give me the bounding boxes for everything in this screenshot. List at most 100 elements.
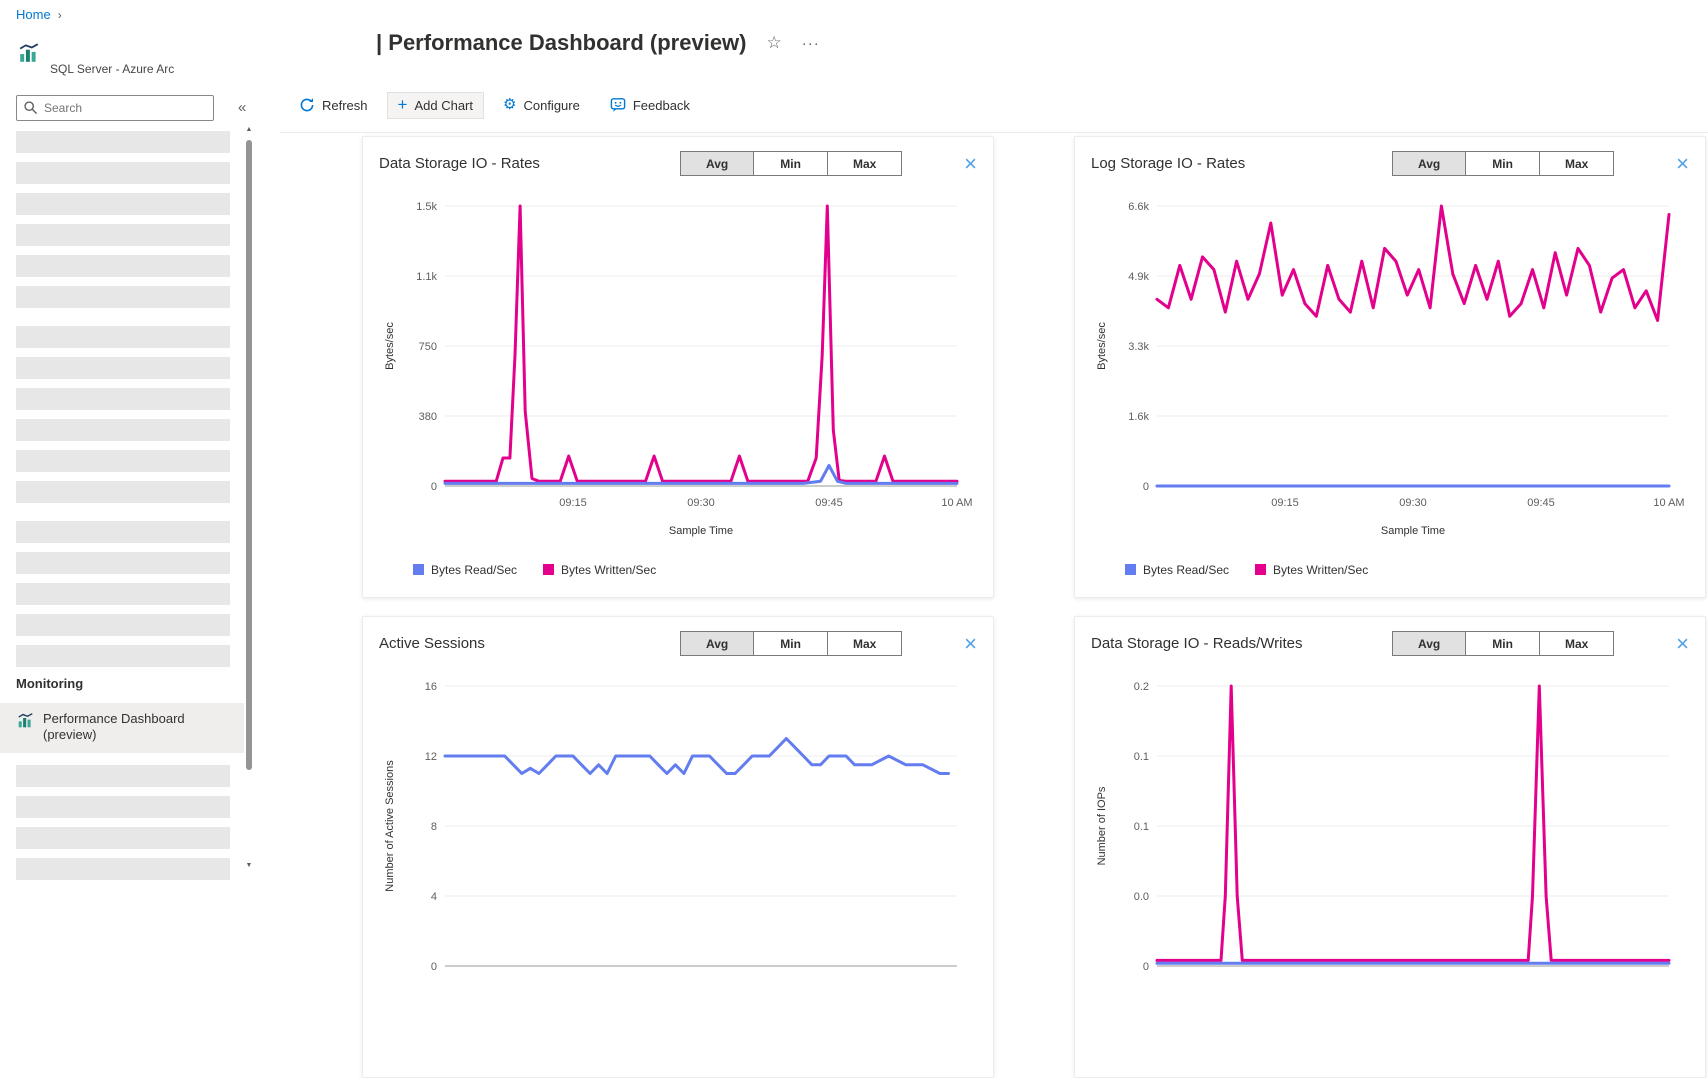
svg-text:1.5k: 1.5k	[416, 201, 437, 213]
feedback-label: Feedback	[633, 98, 690, 113]
skeleton-group	[16, 765, 230, 880]
svg-text:0.0: 0.0	[1134, 891, 1149, 903]
skeleton-bar	[16, 583, 230, 605]
svg-text:Number of Active Sessions: Number of Active Sessions	[384, 760, 396, 892]
sidebar: SQL Server - Azure Arc « Monitoring Perf…	[0, 0, 262, 874]
toggle-min[interactable]: Min	[1466, 631, 1540, 656]
skeleton-group	[16, 583, 230, 667]
toggle-min[interactable]: Min	[754, 631, 828, 656]
scrollbar-up-arrow-icon[interactable]: ▲	[244, 125, 254, 135]
skeleton-bar	[16, 326, 230, 348]
main-content: | Performance Dashboard (preview) ☆ ··· …	[262, 0, 1708, 874]
resource-name-label: SQL Server - Azure Arc	[50, 62, 174, 76]
scrollbar-thumb[interactable]	[246, 140, 252, 770]
skeleton-bar	[16, 286, 230, 308]
svg-text:6.6k: 6.6k	[1128, 201, 1149, 213]
skeleton-bar	[16, 224, 230, 246]
scrollbar-down-arrow-icon[interactable]: ▼	[244, 861, 254, 871]
page-header: | Performance Dashboard (preview) ☆ ···	[376, 30, 820, 56]
chart-card-header: Data Storage IO - Reads/Writes Avg Min M…	[1091, 631, 1689, 656]
svg-text:Sample Time: Sample Time	[669, 525, 733, 537]
page-title: | Performance Dashboard (preview)	[376, 30, 747, 56]
skeleton-bar	[16, 162, 230, 184]
feedback-button[interactable]: Feedback	[600, 92, 700, 118]
skeleton-bar	[16, 255, 230, 277]
legend-item: Bytes Written/Sec	[543, 563, 656, 577]
svg-text:09:15: 09:15	[559, 497, 587, 509]
svg-text:09:15: 09:15	[1271, 497, 1299, 509]
close-chart-icon[interactable]: ×	[964, 154, 977, 174]
toggle-max[interactable]: Max	[1540, 631, 1614, 656]
skeleton-bar	[16, 419, 230, 441]
svg-text:0: 0	[431, 481, 437, 493]
toggle-min[interactable]: Min	[1466, 151, 1540, 176]
aggregation-toggle-group: Avg Min Max	[680, 631, 902, 656]
add-chart-button[interactable]: + Add Chart	[388, 93, 483, 118]
svg-text:0.1: 0.1	[1134, 821, 1149, 833]
chart-title: Data Storage IO - Reads/Writes	[1091, 635, 1392, 652]
close-chart-icon[interactable]: ×	[964, 634, 977, 654]
toggle-max[interactable]: Max	[1540, 151, 1614, 176]
performance-dashboard-icon	[17, 712, 34, 729]
svg-text:1.1k: 1.1k	[416, 271, 437, 283]
svg-text:4.9k: 4.9k	[1128, 271, 1149, 283]
toggle-avg[interactable]: Avg	[1392, 631, 1466, 656]
svg-text:4: 4	[431, 891, 437, 903]
svg-text:09:45: 09:45	[815, 497, 843, 509]
breadcrumb-chevron-icon: ›	[58, 8, 62, 22]
skeleton-bar	[16, 614, 230, 636]
chart-title: Log Storage IO - Rates	[1091, 155, 1392, 172]
toolbar-divider	[280, 132, 1708, 133]
chart-card-log-storage-io-rates: Log Storage IO - Rates Avg Min Max × 6.6…	[1074, 136, 1706, 598]
chart-card-data-storage-io-reads-writes: Data Storage IO - Reads/Writes Avg Min M…	[1074, 616, 1706, 1078]
svg-text:0.2: 0.2	[1134, 681, 1149, 693]
toggle-max[interactable]: Max	[828, 631, 902, 656]
legend-swatch	[1255, 564, 1266, 575]
breadcrumb: Home ›	[16, 7, 62, 22]
toggle-avg[interactable]: Avg	[1392, 151, 1466, 176]
toggle-min[interactable]: Min	[754, 151, 828, 176]
toggle-avg[interactable]: Avg	[680, 151, 754, 176]
close-chart-icon[interactable]: ×	[1676, 154, 1689, 174]
favorite-star-icon[interactable]: ☆	[767, 33, 782, 53]
svg-text:0: 0	[431, 961, 437, 973]
svg-text:0: 0	[1143, 961, 1149, 973]
more-options-icon[interactable]: ···	[802, 35, 820, 52]
svg-text:Number of IOPs: Number of IOPs	[1096, 786, 1108, 865]
skeleton-bar	[16, 450, 230, 472]
svg-text:16: 16	[425, 681, 437, 693]
toggle-max[interactable]: Max	[828, 151, 902, 176]
skeleton-group	[16, 131, 230, 308]
sidebar-item-performance-dashboard[interactable]: Performance Dashboard (preview)	[0, 703, 244, 753]
breadcrumb-home-link[interactable]: Home	[16, 7, 51, 22]
chart-card-data-storage-io-rates: Data Storage IO - Rates Avg Min Max × 1.…	[362, 136, 994, 598]
svg-text:1.6k: 1.6k	[1128, 411, 1149, 423]
refresh-button[interactable]: Refresh	[289, 92, 378, 118]
search-input[interactable]	[16, 95, 214, 121]
chart-card-header: Log Storage IO - Rates Avg Min Max ×	[1091, 151, 1689, 176]
sidebar-collapse-button[interactable]: «	[238, 99, 246, 117]
sidebar-scrollbar[interactable]: ▲ ▼	[244, 125, 254, 874]
skeleton-bar	[16, 796, 230, 818]
sidebar-search	[16, 95, 214, 121]
skeleton-bar	[16, 827, 230, 849]
skeleton-bar	[16, 388, 230, 410]
svg-text:380: 380	[419, 411, 437, 423]
svg-text:09:45: 09:45	[1527, 497, 1555, 509]
command-bar: Refresh + Add Chart ⚙ Configure Feedback	[289, 92, 700, 118]
svg-text:Bytes/sec: Bytes/sec	[1096, 322, 1108, 370]
svg-text:Bytes/sec: Bytes/sec	[384, 322, 396, 370]
dashboard-grid: Data Storage IO - Rates Avg Min Max × 1.…	[362, 136, 1706, 1078]
feedback-smiley-icon	[610, 97, 626, 113]
monitoring-section-header: Monitoring	[16, 676, 230, 691]
legend-item: Bytes Read/Sec	[1125, 563, 1229, 577]
aggregation-toggle-group: Avg Min Max	[1392, 631, 1614, 656]
close-chart-icon[interactable]: ×	[1676, 634, 1689, 654]
configure-button[interactable]: ⚙ Configure	[493, 93, 590, 118]
toggle-avg[interactable]: Avg	[680, 631, 754, 656]
